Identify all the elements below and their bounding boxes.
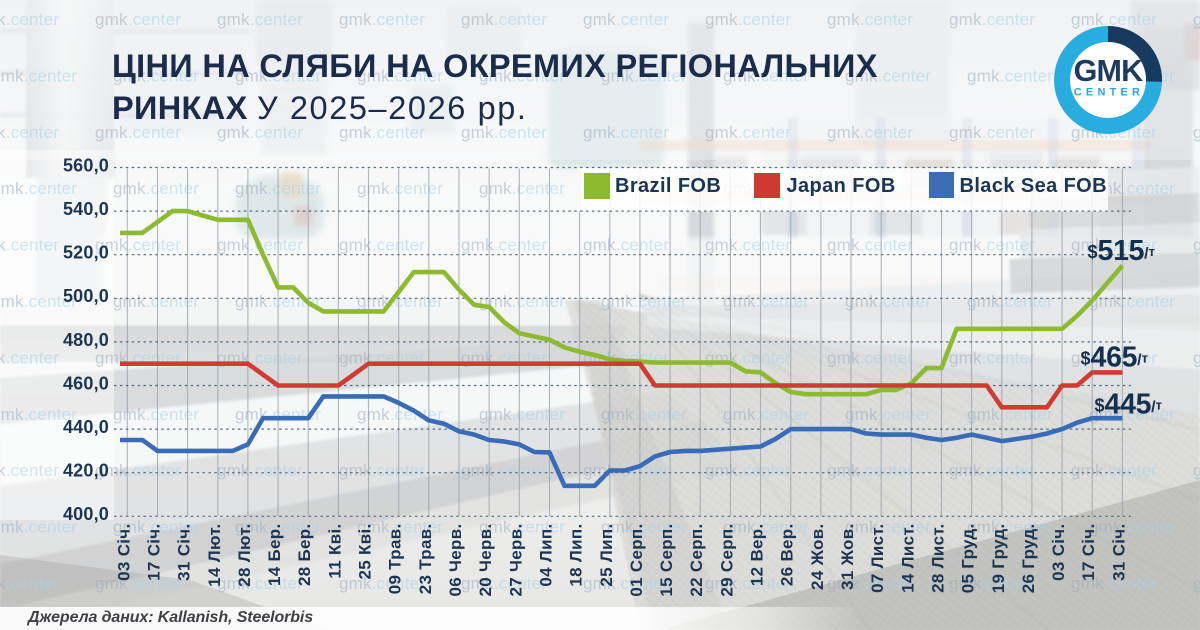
svg-text:17 Січ.: 17 Січ. bbox=[145, 524, 164, 581]
svg-text:07 Лист.: 07 Лист. bbox=[868, 524, 887, 593]
svg-text:03 Січ.: 03 Січ. bbox=[114, 524, 133, 581]
svg-text:28 Лист.: 28 Лист. bbox=[929, 524, 948, 593]
svg-text:$515/т: $515/т bbox=[1088, 235, 1156, 267]
svg-text:22 Серп.: 22 Серп. bbox=[687, 524, 706, 597]
svg-text:$445/т: $445/т bbox=[1095, 389, 1163, 421]
svg-text:17 Січ.: 17 Січ. bbox=[1079, 524, 1098, 581]
svg-text:14 Лют.: 14 Лют. bbox=[205, 524, 224, 587]
svg-text:26 Груд.: 26 Груд. bbox=[1019, 524, 1038, 594]
svg-text:480,0: 480,0 bbox=[63, 330, 109, 350]
svg-text:11 Кві.: 11 Кві. bbox=[325, 524, 344, 579]
svg-text:06 Черв.: 06 Черв. bbox=[446, 524, 465, 597]
svg-text:440,0: 440,0 bbox=[63, 417, 109, 437]
svg-text:14 Лист.: 14 Лист. bbox=[898, 524, 917, 593]
svg-text:500,0: 500,0 bbox=[63, 286, 109, 306]
svg-text:CENTER: CENTER bbox=[1074, 87, 1144, 99]
svg-text:25 Кві.: 25 Кві. bbox=[356, 524, 375, 580]
svg-text:31 Січ.: 31 Січ. bbox=[1109, 524, 1128, 581]
svg-text:$465/т: $465/т bbox=[1081, 342, 1149, 374]
svg-text:420,0: 420,0 bbox=[63, 461, 109, 481]
svg-text:31 Жов.: 31 Жов. bbox=[838, 524, 857, 590]
svg-text:03 Січ.: 03 Січ. bbox=[1049, 524, 1068, 581]
svg-text:18 Лип.: 18 Лип. bbox=[567, 524, 586, 587]
svg-text:520,0: 520,0 bbox=[63, 243, 109, 263]
svg-text:400,0: 400,0 bbox=[63, 504, 109, 524]
svg-text:05 Груд.: 05 Груд. bbox=[959, 524, 978, 594]
svg-text:04 Лип.: 04 Лип. bbox=[537, 524, 556, 587]
svg-text:460,0: 460,0 bbox=[63, 373, 109, 393]
svg-text:28 Бер.: 28 Бер. bbox=[295, 524, 314, 587]
svg-text:GMK: GMK bbox=[1074, 54, 1144, 88]
svg-text:31 Січ.: 31 Січ. bbox=[175, 524, 194, 581]
svg-text:560,0: 560,0 bbox=[63, 155, 109, 175]
svg-text:09 Трав.: 09 Трав. bbox=[386, 524, 405, 595]
svg-text:23 Трав.: 23 Трав. bbox=[416, 524, 435, 595]
svg-text:01 Серп.: 01 Серп. bbox=[627, 524, 646, 597]
svg-text:20 Черв.: 20 Черв. bbox=[476, 524, 495, 597]
svg-text:25 Лип.: 25 Лип. bbox=[597, 524, 616, 587]
svg-text:28 Лют.: 28 Лют. bbox=[235, 524, 254, 587]
svg-text:19 Груд.: 19 Груд. bbox=[989, 524, 1008, 594]
svg-text:540,0: 540,0 bbox=[63, 199, 109, 219]
svg-text:29 Серп.: 29 Серп. bbox=[717, 524, 736, 597]
svg-text:24 Жов.: 24 Жов. bbox=[808, 524, 827, 590]
svg-text:12 Вер.: 12 Вер. bbox=[748, 524, 767, 587]
svg-text:15 Серп.: 15 Серп. bbox=[657, 524, 676, 597]
svg-text:14 Бер.: 14 Бер. bbox=[265, 524, 284, 587]
svg-text:26 Вер.: 26 Вер. bbox=[778, 524, 797, 587]
svg-text:27 Черв.: 27 Черв. bbox=[506, 524, 525, 597]
